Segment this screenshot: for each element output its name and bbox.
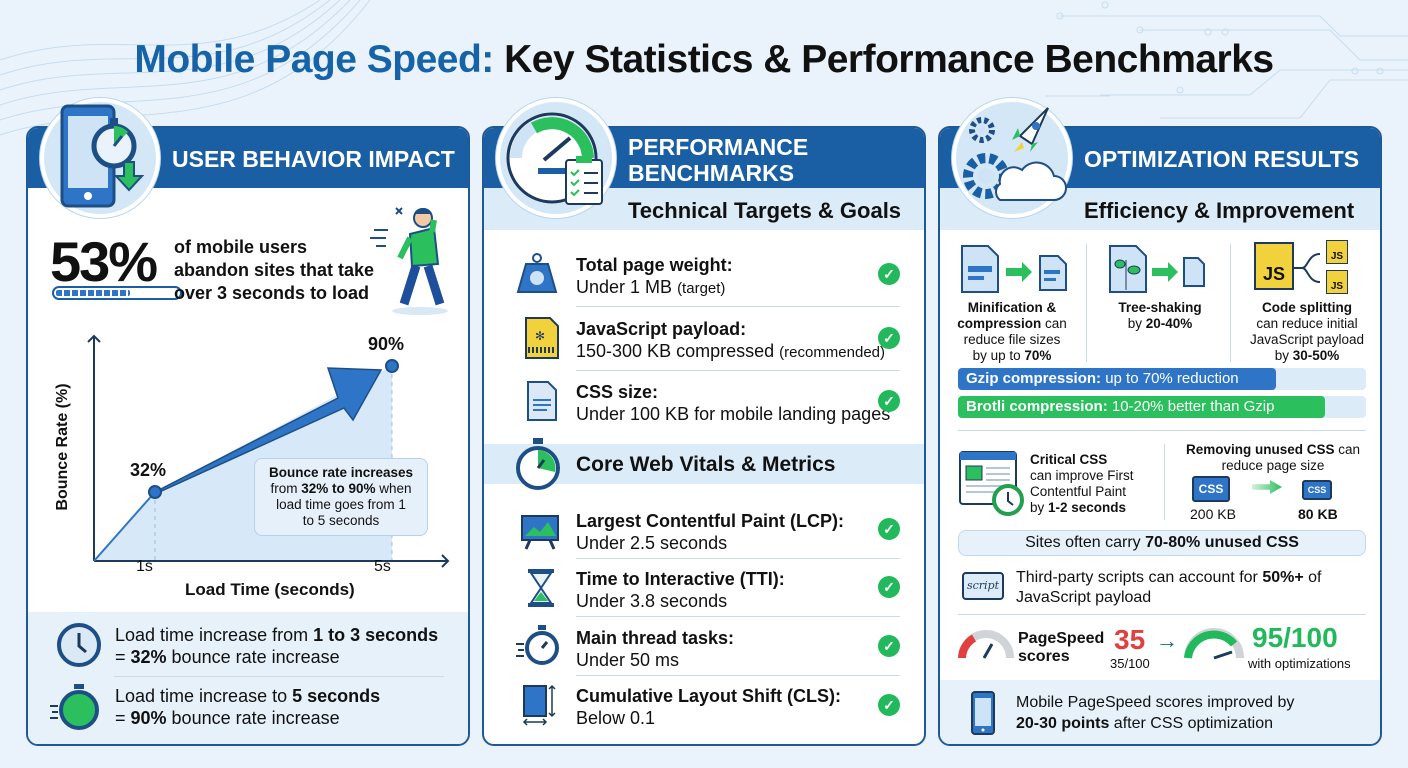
mobile-note-section bbox=[940, 680, 1380, 744]
check-icon: ✓ bbox=[878, 635, 900, 657]
unused-css-text: Removing unused CSS can reduce page size bbox=[1185, 442, 1361, 473]
chart-y-label: Bounce Rate (%) bbox=[54, 383, 71, 511]
title-highlight: Mobile Page Speed: bbox=[134, 38, 494, 81]
vital-row: Largest Contentful Paint (LCP): Under 2.… bbox=[576, 511, 844, 553]
critical-css-text: Critical CSS can improve First Contentfu… bbox=[1030, 452, 1134, 515]
gears-rocket-icon bbox=[963, 107, 1067, 201]
high-score-gauge-icon bbox=[1184, 628, 1244, 660]
mobile-phone-icon bbox=[971, 691, 995, 735]
script-icon: script bbox=[962, 572, 1004, 600]
fact-1: Load time increase from 1 to 3 seconds =… bbox=[115, 625, 439, 667]
minify-file-icon bbox=[961, 245, 1067, 293]
check-icon: ✓ bbox=[878, 263, 900, 285]
split-arrow-icon bbox=[1294, 253, 1321, 283]
arrow-right-icon: → bbox=[1156, 628, 1178, 653]
clock-icon bbox=[57, 623, 101, 667]
stopwatch-icon bbox=[50, 684, 99, 730]
frustrated-user-icon bbox=[370, 207, 448, 315]
check-icon: ✓ bbox=[878, 327, 900, 349]
js-chunk-icon: JS bbox=[1326, 240, 1348, 264]
layout-shift-icon bbox=[522, 684, 556, 726]
weight-icon bbox=[516, 252, 558, 299]
check-icon: ✓ bbox=[878, 576, 900, 598]
hourglass-icon bbox=[528, 569, 554, 607]
fast-timer-icon bbox=[516, 625, 559, 665]
easel-chart-icon bbox=[521, 515, 559, 550]
javascript-file-icon: ✻ bbox=[524, 316, 560, 365]
optimization-badge bbox=[952, 98, 1072, 218]
panel-title: OPTIMIZATION RESULTS bbox=[1084, 146, 1360, 172]
abandon-stat-text: of mobile users abandon sites that take … bbox=[174, 237, 375, 303]
facts-section bbox=[28, 612, 468, 744]
chart-point-label-2: 90% bbox=[368, 334, 405, 354]
fact-2: Load time increase to 5 seconds = 90% bo… bbox=[115, 686, 381, 728]
check-icon: ✓ bbox=[878, 694, 900, 716]
check-icon: ✓ bbox=[878, 390, 900, 412]
js-bundle-icon: JS bbox=[1254, 242, 1294, 290]
target-row: Total page weight: Under 1 MB (target) bbox=[576, 255, 733, 297]
css-file-icon bbox=[526, 380, 558, 427]
user-behavior-panel: USER BEHAVIOR IMPACT 53% of mobile users… bbox=[26, 126, 470, 746]
performance-benchmarks-panel: PERFORMANCE BENCHMARKS Technical Targets… bbox=[482, 126, 926, 746]
technique-tree-shaking: Tree-shaking by 20-40% bbox=[1118, 300, 1202, 331]
benchmarks-badge bbox=[496, 98, 616, 218]
third-party-text: Third-party scripts can account for 50%+… bbox=[1016, 569, 1322, 606]
pagespeed-label: PageSpeed scores bbox=[1018, 630, 1105, 665]
reduce-arrow-icon bbox=[1252, 480, 1282, 494]
panel-title: PERFORMANCE BENCHMARKS bbox=[628, 134, 809, 186]
technique-code-splitting: Code splitting can reduce initial JavaSc… bbox=[1249, 300, 1365, 363]
optimization-results-panel: OPTIMIZATION RESULTS Efficiency & Improv… bbox=[938, 126, 1382, 746]
tree-shaking-icon bbox=[1109, 245, 1205, 293]
svg-text:✻: ✻ bbox=[535, 329, 545, 343]
progress-bar bbox=[52, 286, 182, 300]
page-title: Mobile Page Speed: Key Statistics & Perf… bbox=[0, 38, 1408, 82]
user-behavior-badge bbox=[40, 98, 160, 218]
panel-title: USER BEHAVIOR IMPACT bbox=[172, 146, 455, 172]
vital-row: Cumulative Layout Shift (CLS): Below 0.1 bbox=[576, 686, 841, 728]
css-file-small-icon: CSS bbox=[1302, 480, 1332, 500]
stopwatch-icon bbox=[516, 438, 560, 490]
unused-css-note: Sites often carry 70-80% unused CSS bbox=[958, 530, 1366, 556]
css-file-large-icon: CSS bbox=[1192, 476, 1230, 502]
chart-x-label: Load Time (seconds) bbox=[185, 580, 355, 599]
check-icon: ✓ bbox=[878, 518, 900, 540]
chart-point-label-1: 32% bbox=[130, 460, 167, 480]
browser-clock-icon bbox=[959, 451, 1024, 516]
x-tick-2: 5s bbox=[374, 558, 391, 575]
vital-row: Time to Interactive (TTI): Under 3.8 sec… bbox=[576, 569, 785, 611]
speedometer-checklist-icon bbox=[506, 112, 603, 205]
score-before-sub: 35/100 bbox=[1110, 656, 1150, 671]
chart-callout: Bounce rate increases from 32% to 90% wh… bbox=[254, 458, 428, 536]
js-chunk-icon: JS bbox=[1326, 270, 1348, 294]
title-rest: Key Statistics & Performance Benchmarks bbox=[504, 38, 1274, 81]
brotli-bar: Brotli compression: 10-20% better than G… bbox=[958, 396, 1366, 418]
vital-row: Main thread tasks: Under 50 ms bbox=[576, 628, 735, 670]
score-after-sub: with optimizations bbox=[1248, 656, 1351, 671]
phone-stopwatch-icon bbox=[60, 104, 145, 208]
abandon-stat-value: 53% bbox=[50, 230, 158, 293]
low-score-gauge-icon bbox=[958, 630, 1014, 659]
x-tick-1: 1s bbox=[136, 558, 153, 575]
css-size-before: 200 KB bbox=[1190, 506, 1236, 522]
target-row: JavaScript payload: 150-300 KB compresse… bbox=[576, 319, 886, 361]
gzip-bar: Gzip compression: up to 70% reduction bbox=[958, 368, 1366, 390]
score-after: 95/100 bbox=[1252, 622, 1338, 653]
mobile-note-text: Mobile PageSpeed scores improved by 20-3… bbox=[1016, 694, 1295, 732]
css-size-after: 80 KB bbox=[1298, 506, 1338, 522]
technique-minification: Minification & compression can reduce fi… bbox=[957, 300, 1067, 363]
score-before: 35 bbox=[1114, 624, 1146, 655]
target-row: CSS size: Under 100 KB for mobile landin… bbox=[576, 382, 891, 424]
